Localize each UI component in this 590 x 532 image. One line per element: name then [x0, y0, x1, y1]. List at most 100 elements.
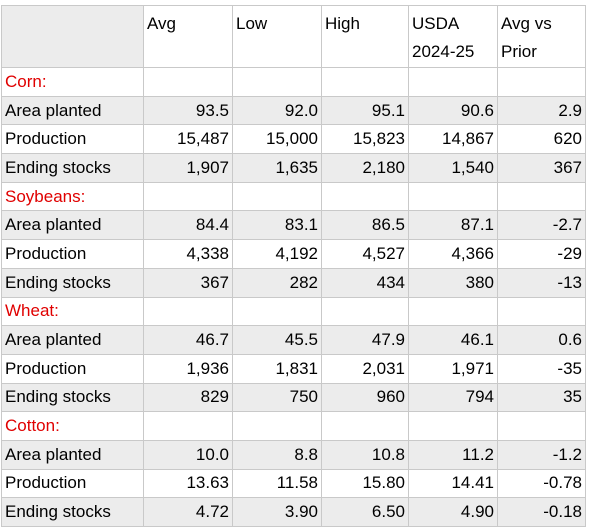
value-cell-avg[interactable]: 1,936	[143, 353, 233, 384]
value-cell-high[interactable]: 2,180	[321, 153, 409, 183]
value-cell-usda[interactable]: 87.1	[408, 210, 498, 241]
section-label-cell[interactable]: Wheat:	[1, 296, 144, 327]
empty-cell[interactable]	[143, 411, 233, 441]
empty-cell[interactable]	[408, 181, 498, 212]
empty-cell[interactable]	[232, 67, 322, 97]
empty-cell[interactable]	[321, 67, 409, 97]
value-cell-low[interactable]: 1,831	[232, 353, 322, 384]
row-label-cell[interactable]: Production	[1, 353, 144, 384]
value-cell-low[interactable]: 4,192	[232, 239, 322, 269]
value-cell-usda[interactable]: 1,971	[408, 353, 498, 384]
value-cell-avg-vs-prior[interactable]: -29	[497, 239, 586, 269]
value-cell-avg[interactable]: 13.63	[143, 468, 233, 499]
value-cell-high[interactable]: 10.8	[321, 439, 409, 470]
value-cell-high[interactable]: 95.1	[321, 95, 409, 126]
row-label-cell[interactable]: Ending stocks	[1, 267, 144, 298]
value-cell-avg[interactable]: 15,487	[143, 124, 233, 155]
value-cell-avg-vs-prior[interactable]: -0.18	[497, 497, 586, 527]
value-cell-low[interactable]: 11.58	[232, 468, 322, 499]
value-cell-avg-vs-prior[interactable]: -2.7	[497, 210, 586, 241]
row-label-cell[interactable]: Ending stocks	[1, 382, 144, 413]
value-cell-high[interactable]: 15,823	[321, 124, 409, 155]
value-cell-low[interactable]: 15,000	[232, 124, 322, 155]
value-cell-avg[interactable]: 46.7	[143, 325, 233, 355]
value-cell-usda[interactable]: 46.1	[408, 325, 498, 355]
value-cell-high[interactable]: 86.5	[321, 210, 409, 241]
row-label-cell[interactable]: Production	[1, 468, 144, 499]
value-cell-usda[interactable]: 4.90	[408, 497, 498, 527]
empty-cell[interactable]	[408, 67, 498, 97]
row-label-cell[interactable]: Ending stocks	[1, 153, 144, 183]
row-label-cell[interactable]: Ending stocks	[1, 497, 144, 527]
value-cell-high[interactable]: 434	[321, 267, 409, 298]
value-cell-high[interactable]: 47.9	[321, 325, 409, 355]
row-label-cell[interactable]: Production	[1, 124, 144, 155]
empty-cell[interactable]	[497, 296, 586, 327]
value-cell-high[interactable]: 960	[321, 382, 409, 413]
column-header-high[interactable]: High	[321, 5, 409, 68]
value-cell-low[interactable]: 92.0	[232, 95, 322, 126]
value-cell-avg-vs-prior[interactable]: -1.2	[497, 439, 586, 470]
value-cell-usda[interactable]: 14,867	[408, 124, 498, 155]
empty-cell[interactable]	[321, 181, 409, 212]
column-header-avg-vs-prior[interactable]: Avg vs Prior	[497, 5, 586, 68]
value-cell-usda[interactable]: 380	[408, 267, 498, 298]
empty-cell[interactable]	[321, 296, 409, 327]
value-cell-low[interactable]: 45.5	[232, 325, 322, 355]
empty-cell[interactable]	[408, 296, 498, 327]
header-corner-cell[interactable]	[1, 5, 144, 68]
value-cell-usda[interactable]: 90.6	[408, 95, 498, 126]
value-cell-avg[interactable]: 93.5	[143, 95, 233, 126]
value-cell-usda[interactable]: 14.41	[408, 468, 498, 499]
empty-cell[interactable]	[143, 67, 233, 97]
value-cell-avg[interactable]: 1,907	[143, 153, 233, 183]
value-cell-avg-vs-prior[interactable]: 2.9	[497, 95, 586, 126]
section-label-cell[interactable]: Soybeans:	[1, 181, 144, 212]
value-cell-low[interactable]: 83.1	[232, 210, 322, 241]
section-label-cell[interactable]: Corn:	[1, 67, 144, 97]
empty-cell[interactable]	[321, 411, 409, 441]
empty-cell[interactable]	[497, 411, 586, 441]
value-cell-avg-vs-prior[interactable]: -0.78	[497, 468, 586, 499]
value-cell-avg-vs-prior[interactable]: 367	[497, 153, 586, 183]
empty-cell[interactable]	[408, 411, 498, 441]
value-cell-usda[interactable]: 794	[408, 382, 498, 413]
empty-cell[interactable]	[497, 181, 586, 212]
empty-cell[interactable]	[232, 181, 322, 212]
column-header-low[interactable]: Low	[232, 5, 322, 68]
value-cell-avg-vs-prior[interactable]: -13	[497, 267, 586, 298]
value-cell-usda[interactable]: 4,366	[408, 239, 498, 269]
row-label-cell[interactable]: Area planted	[1, 325, 144, 355]
value-cell-avg-vs-prior[interactable]: 620	[497, 124, 586, 155]
section-label-cell[interactable]: Cotton:	[1, 411, 144, 441]
value-cell-avg[interactable]: 4,338	[143, 239, 233, 269]
column-header-avg[interactable]: Avg	[143, 5, 233, 68]
value-cell-avg[interactable]: 10.0	[143, 439, 233, 470]
empty-cell[interactable]	[143, 181, 233, 212]
row-label-cell[interactable]: Area planted	[1, 210, 144, 241]
value-cell-avg[interactable]: 84.4	[143, 210, 233, 241]
value-cell-avg[interactable]: 4.72	[143, 497, 233, 527]
value-cell-low[interactable]: 3.90	[232, 497, 322, 527]
empty-cell[interactable]	[143, 296, 233, 327]
value-cell-low[interactable]: 8.8	[232, 439, 322, 470]
value-cell-low[interactable]: 1,635	[232, 153, 322, 183]
empty-cell[interactable]	[232, 411, 322, 441]
column-header-usda[interactable]: USDA 2024-25	[408, 5, 498, 68]
value-cell-high[interactable]: 2,031	[321, 353, 409, 384]
value-cell-high[interactable]: 4,527	[321, 239, 409, 269]
value-cell-avg[interactable]: 367	[143, 267, 233, 298]
value-cell-usda[interactable]: 11.2	[408, 439, 498, 470]
value-cell-usda[interactable]: 1,540	[408, 153, 498, 183]
value-cell-low[interactable]: 282	[232, 267, 322, 298]
value-cell-avg-vs-prior[interactable]: -35	[497, 353, 586, 384]
row-label-cell[interactable]: Area planted	[1, 95, 144, 126]
value-cell-avg[interactable]: 829	[143, 382, 233, 413]
value-cell-high[interactable]: 15.80	[321, 468, 409, 499]
row-label-cell[interactable]: Area planted	[1, 439, 144, 470]
row-label-cell[interactable]: Production	[1, 239, 144, 269]
value-cell-low[interactable]: 750	[232, 382, 322, 413]
value-cell-high[interactable]: 6.50	[321, 497, 409, 527]
empty-cell[interactable]	[232, 296, 322, 327]
value-cell-avg-vs-prior[interactable]: 0.6	[497, 325, 586, 355]
